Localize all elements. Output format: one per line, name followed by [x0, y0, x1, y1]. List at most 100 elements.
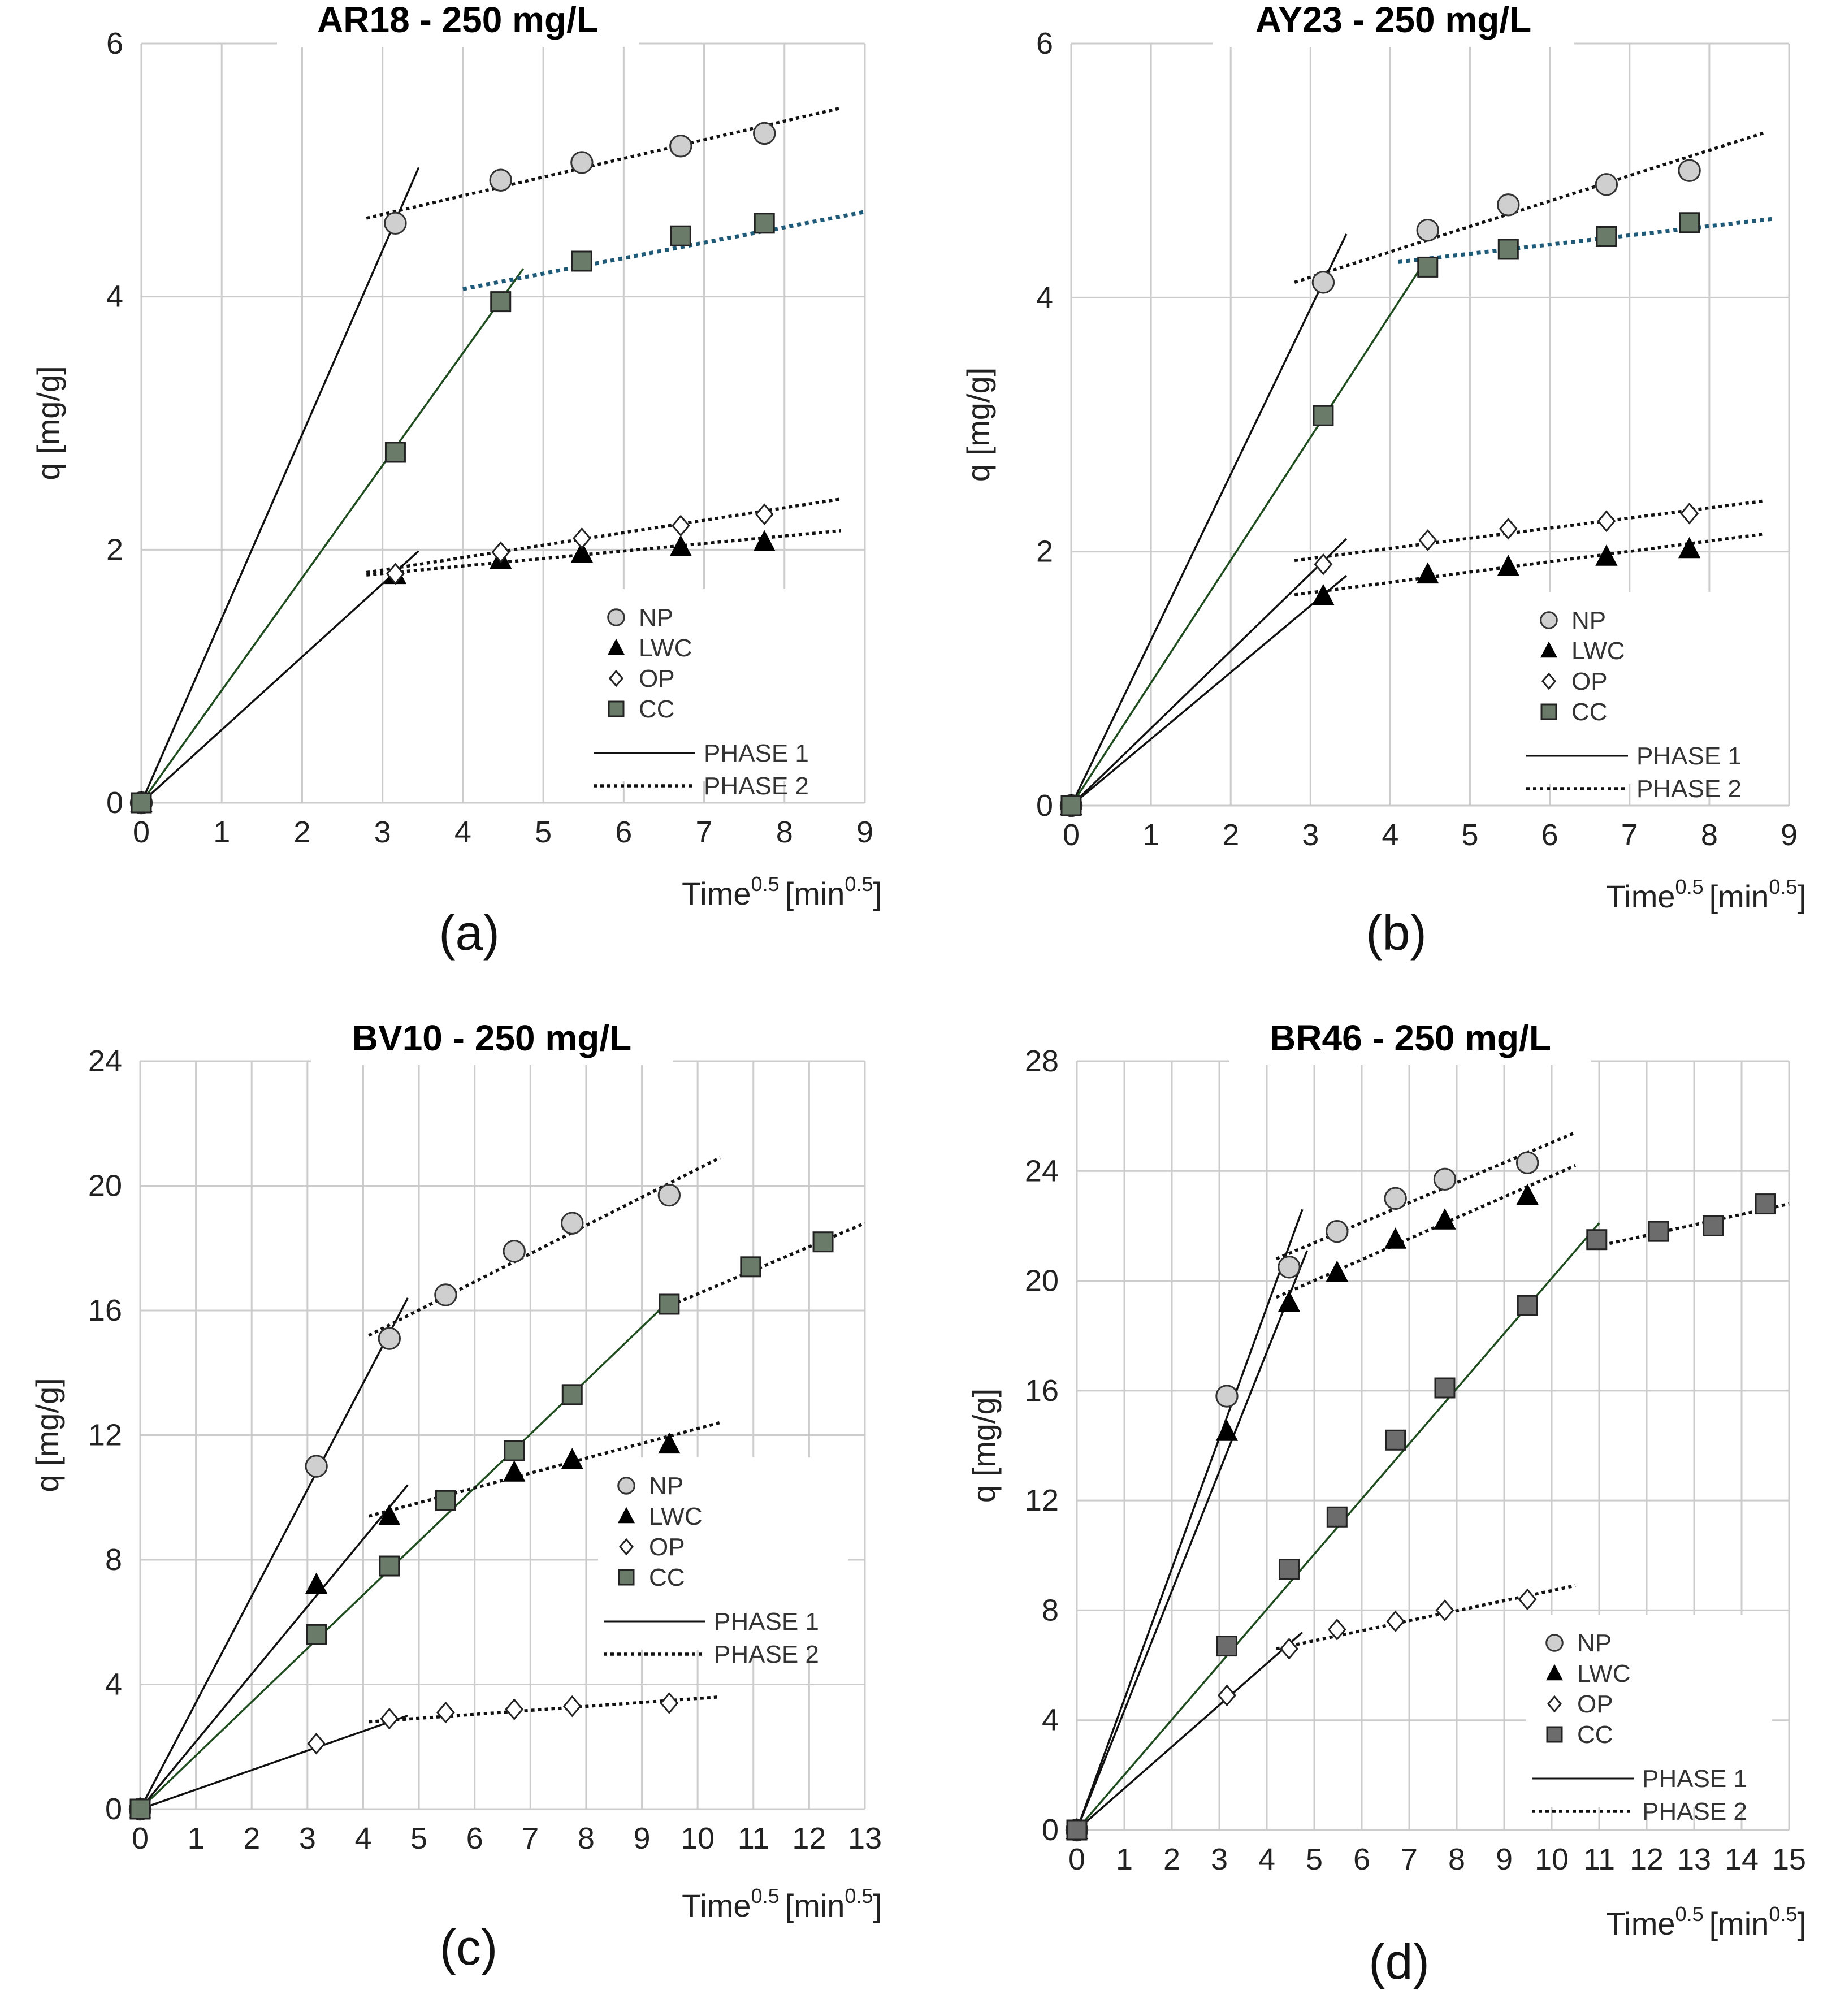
cc-data-point [561, 1384, 583, 1405]
np-data-point [434, 1283, 457, 1306]
y-tick-label: 0 [1042, 1813, 1059, 1847]
cc-data-point [1497, 239, 1519, 260]
x-axis-label-part: 0.5 [1769, 875, 1797, 898]
cc-data-point [384, 442, 406, 463]
x-tick-label: 2 [1163, 1842, 1180, 1876]
legend-backdrop [1526, 1615, 1772, 1807]
x-axis-label-part: Time [682, 876, 751, 911]
cc-data-point [1586, 1229, 1608, 1251]
y-tick-label: 2 [1036, 535, 1053, 569]
np-data-point [1515, 1151, 1539, 1174]
legend-label-op: OP [1577, 1690, 1613, 1718]
x-tick-labels: 0 1 2 3 4 5 6 7 8 9 10 11 12 13 14 15 [1068, 1842, 1806, 1876]
legend-label-phase1: PHASE 1 [1642, 1765, 1747, 1793]
op-data-point [1327, 1619, 1346, 1641]
x-tick-label: 11 [1583, 1842, 1615, 1876]
x-axis-label-part: ] [1797, 1906, 1806, 1941]
op-data-point [1518, 1588, 1537, 1611]
series-cc [131, 213, 775, 814]
x-tick-label: 4 [354, 1822, 371, 1855]
fit-lines [140, 106, 865, 804]
legend-label-np: NP [1577, 1629, 1612, 1657]
phase1-fit-line [1070, 575, 1347, 807]
op-data-point [671, 514, 690, 537]
lwc-data-point [1678, 537, 1701, 559]
np-data-point [378, 1327, 401, 1350]
cc-data-point [1517, 1295, 1538, 1316]
x-tick-label: 13 [1677, 1842, 1711, 1876]
x-axis-label-part: 0.5 [845, 872, 873, 895]
op-data-point [1314, 553, 1333, 576]
lwc-data-point [669, 535, 692, 556]
y-axis-label: q [mg/g] [29, 1378, 65, 1492]
legend-label-lwc: LWC [639, 634, 692, 662]
legend-marker-np [1540, 611, 1558, 629]
cc-data-point [131, 792, 152, 814]
x-tick-label: 3 [374, 815, 391, 849]
op-data-point [572, 527, 591, 550]
x-tick-label: 0 [1068, 1842, 1085, 1876]
x-tick-label: 13 [848, 1822, 882, 1855]
x-tick-label: 3 [299, 1822, 316, 1855]
y-tick-label: 0 [1036, 789, 1053, 823]
x-axis-label: Time0.5 [min0.5] [1606, 1902, 1806, 1941]
chart-panel-a: 0 1 2 3 4 5 6 7 8 9 0 2 4 6 AR18 - 250 mg/L q [mg/g] Tim… [31, 0, 882, 961]
legend-marker-lwc [1545, 1664, 1564, 1681]
np-data-point [570, 151, 594, 174]
x-tick-label: 15 [1772, 1842, 1806, 1876]
lwc-data-point [570, 541, 594, 563]
cc-data-point [435, 1490, 456, 1511]
y-tick-label: 2 [106, 533, 123, 566]
legend-label-phase2: PHASE 2 [1642, 1798, 1747, 1825]
cc-data-point [129, 1798, 151, 1820]
lwc-data-point [1312, 583, 1335, 605]
x-tick-label: 7 [1401, 1842, 1418, 1876]
legend-label-phase1: PHASE 1 [704, 739, 809, 767]
x-tick-label: 5 [535, 815, 552, 849]
phase2-fit-line [1294, 131, 1766, 284]
y-tick-label: 16 [1025, 1374, 1059, 1408]
np-data-point [1497, 193, 1520, 217]
x-axis-label-part: 0.5 [1675, 875, 1704, 898]
legend-backdrop [1521, 592, 1772, 784]
x-axis-label-part: 0.5 [845, 1884, 873, 1907]
np-data-point [503, 1240, 526, 1263]
phase2-fit-line [462, 210, 865, 291]
y-tick-label: 8 [105, 1543, 122, 1577]
y-tick-labels: 0 4 8 12 16 20 24 [88, 1044, 122, 1826]
phase1-fit-line [140, 268, 524, 804]
x-tick-label: 14 [1725, 1842, 1759, 1876]
x-tick-label: 9 [1496, 1842, 1513, 1876]
y-tick-label: 0 [106, 786, 123, 820]
x-tick-label: 12 [1630, 1842, 1664, 1876]
legend-label-op: OP [639, 665, 675, 693]
x-axis-label-part: Time [682, 1888, 751, 1923]
op-data-point [1386, 1610, 1405, 1633]
lwc-data-point [1384, 1227, 1407, 1249]
x-axis-label-part: Time [1606, 1906, 1675, 1941]
y-tick-labels: 0 2 4 6 [106, 27, 123, 820]
phase1-fit-line [140, 167, 420, 803]
series-np [128, 1183, 681, 1821]
y-tick-label: 24 [88, 1044, 122, 1078]
lwc-data-point [1497, 555, 1519, 576]
x-tick-label: 5 [1306, 1842, 1323, 1876]
x-axis-label-part: [min [785, 876, 845, 911]
cc-data-point [1385, 1429, 1406, 1451]
y-tick-label: 12 [1025, 1483, 1059, 1517]
y-tick-label: 8 [1042, 1593, 1059, 1627]
x-tick-label: 4 [454, 815, 471, 849]
x-tick-label: 9 [856, 815, 873, 849]
x-tick-label: 4 [1382, 818, 1398, 852]
cc-data-point [1648, 1221, 1669, 1242]
phase2-fit-line [366, 497, 841, 574]
x-tick-label: 6 [1353, 1842, 1370, 1876]
data-points [129, 122, 776, 815]
lwc-data-point [1278, 1291, 1301, 1312]
y-axis-label: q [mg/g] [960, 367, 996, 482]
cc-data-point [1596, 226, 1617, 247]
y-tick-label: 24 [1025, 1154, 1059, 1188]
x-tick-label: 1 [188, 1822, 205, 1855]
